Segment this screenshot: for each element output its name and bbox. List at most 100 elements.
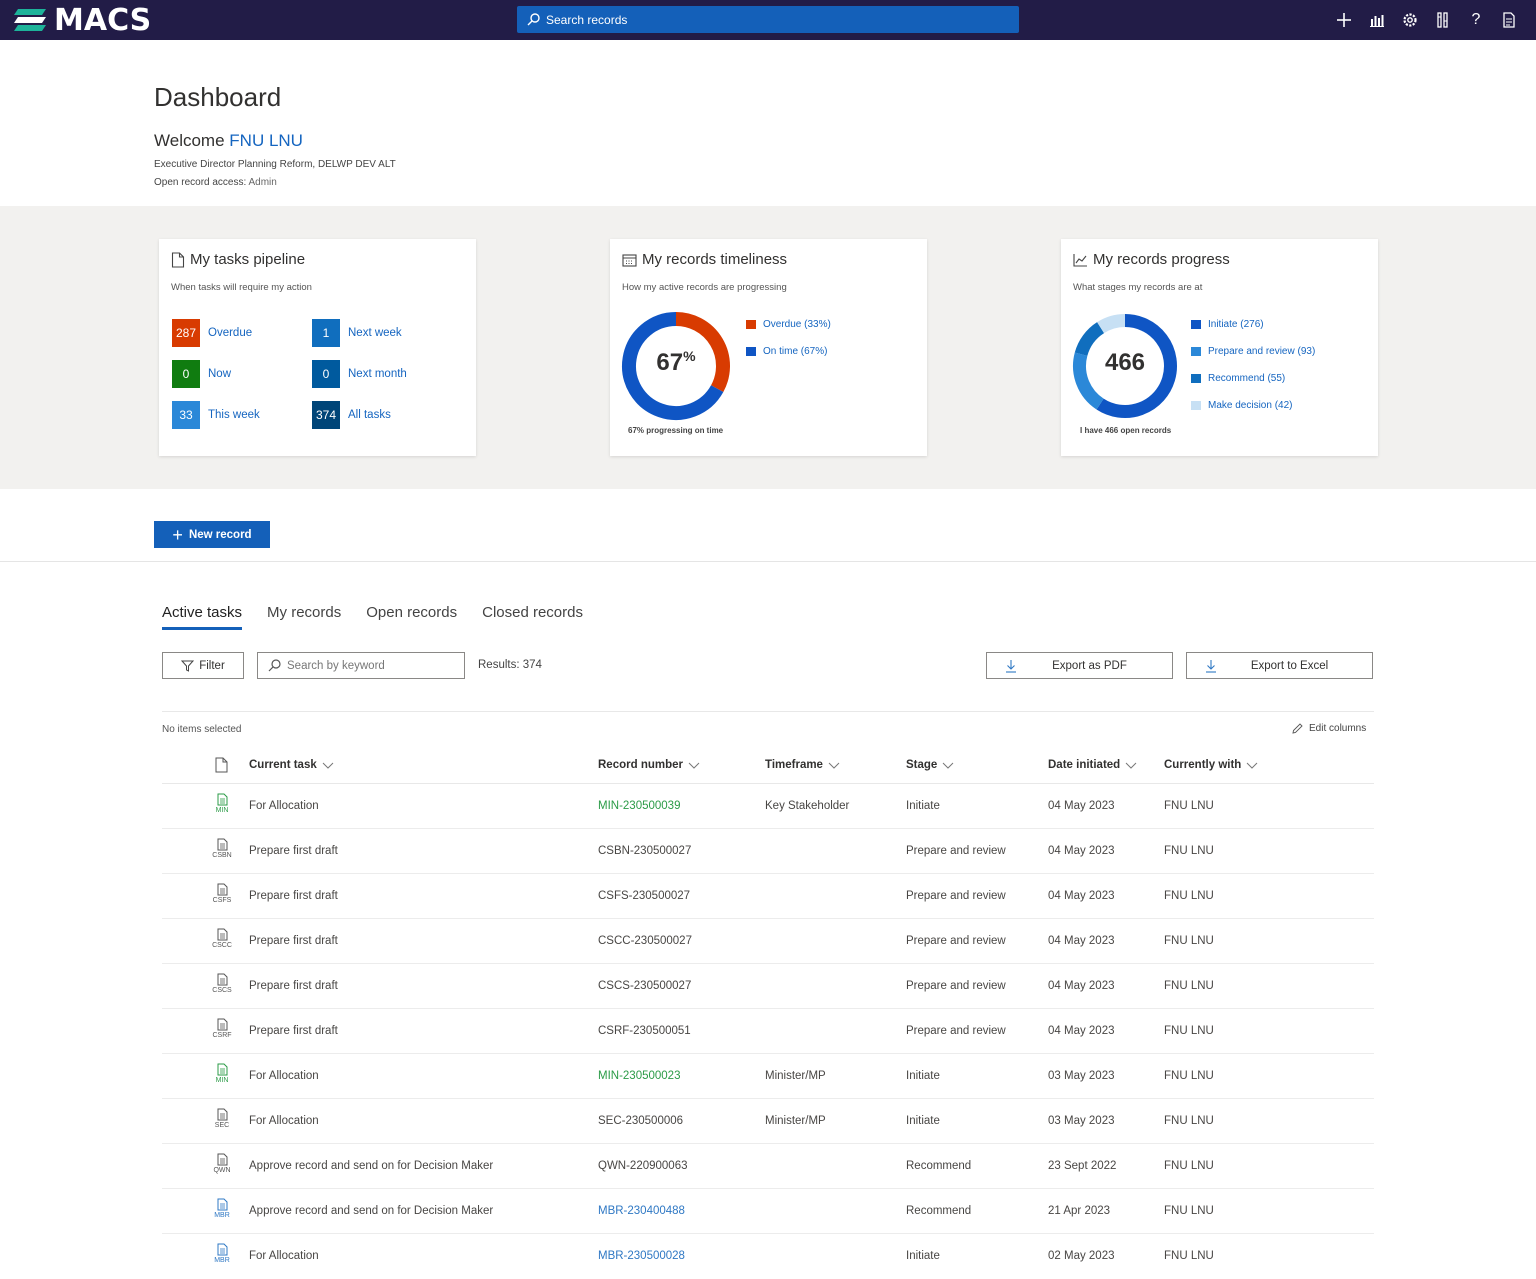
export-excel-button[interactable]: Export to Excel (1186, 652, 1373, 679)
cell-date-initiated: 23 Sept 2022 (1048, 1160, 1117, 1172)
cell-record-number[interactable]: MIN-230500023 (598, 1070, 681, 1082)
cell-record-number[interactable]: QWN-220900063 (598, 1160, 688, 1172)
cell-record-number[interactable]: CSCS-230500027 (598, 980, 692, 992)
tab-active-tasks[interactable]: Active tasks (162, 604, 243, 630)
selection-status: No items selected (162, 724, 242, 735)
cell-date-initiated: 04 May 2023 (1048, 890, 1115, 902)
record-type-icon: SEC (212, 1108, 232, 1129)
cell-stage: Recommend (906, 1160, 972, 1172)
record-type-icon: CSBN (212, 838, 232, 859)
filter-icon (181, 660, 195, 672)
tab-open-records[interactable]: Open records (366, 604, 458, 621)
pipeline-item-next-month[interactable]: 0 Next month (312, 360, 407, 388)
pipeline-item-now[interactable]: 0 Now (172, 360, 231, 388)
cell-stage: Prepare and review (906, 1025, 1006, 1037)
gear-icon[interactable] (1401, 11, 1419, 29)
pipeline-item-this-week[interactable]: 33 This week (172, 401, 260, 429)
cell-record-number[interactable]: CSCC-230500027 (598, 935, 692, 947)
pipeline-label: All tasks (348, 409, 391, 421)
column-header-stage[interactable]: Stage (906, 759, 954, 771)
table-row[interactable]: MIN For Allocation MIN-230500039 Key Sta… (162, 784, 1374, 829)
tab-closed-records[interactable]: Closed records (482, 604, 583, 621)
record-type-code: QWN (213, 1167, 231, 1174)
cell-currently-with: FNU LNU (1164, 1070, 1214, 1082)
cell-stage: Prepare and review (906, 980, 1006, 992)
column-header-current-task[interactable]: Current task (249, 759, 334, 771)
chart-icon[interactable] (1368, 11, 1386, 29)
table-row[interactable]: QWN Approve record and send on for Decis… (162, 1144, 1374, 1189)
edit-columns-label: Edit columns (1309, 723, 1367, 734)
table-row[interactable]: CSCS Prepare first draft CSCS-230500027 … (162, 964, 1374, 1009)
filter-button[interactable]: Filter (162, 652, 244, 679)
keyword-search-input[interactable]: Search by keyword (257, 652, 465, 679)
table-row[interactable]: MBR For Allocation MBR-230500028 Initiat… (162, 1234, 1374, 1279)
filter-label: Filter (199, 659, 225, 672)
legend-label: Prepare and review (93) (1208, 346, 1316, 357)
file-type-header-icon[interactable] (215, 757, 228, 776)
record-type-icon: MIN (212, 793, 232, 814)
new-record-button[interactable]: + New record (154, 521, 270, 548)
cell-record-number[interactable]: SEC-230500006 (598, 1115, 684, 1127)
table-row[interactable]: SEC For Allocation SEC-230500006 Ministe… (162, 1099, 1374, 1144)
cell-record-number[interactable]: MBR-230400488 (598, 1205, 685, 1217)
export-pdf-button[interactable]: Export as PDF (986, 652, 1173, 679)
plus-icon[interactable] (1335, 11, 1353, 29)
column-header-timeframe[interactable]: Timeframe (765, 759, 840, 771)
help-icon[interactable]: ? (1471, 11, 1481, 28)
chevron-down-icon (1125, 762, 1137, 769)
cell-currently-with: FNU LNU (1164, 1115, 1214, 1127)
pipeline-item-all-tasks[interactable]: 374 All tasks (312, 401, 391, 429)
record-type-icon: CSRF (212, 1018, 232, 1039)
column-header-date-initiated[interactable]: Date initiated (1048, 759, 1137, 771)
edit-columns-button[interactable]: Edit columns (1292, 723, 1366, 734)
progress-donut (1073, 314, 1177, 418)
cell-current-task: For Allocation (249, 1070, 319, 1082)
timeliness-subtitle: How my active records are progressing (622, 282, 787, 293)
timeliness-center-unit: % (683, 348, 696, 364)
table-row[interactable]: CSCC Prepare first draft CSCC-230500027 … (162, 919, 1374, 964)
cell-record-number[interactable]: CSFS-230500027 (598, 890, 691, 902)
search-placeholder: Search records (546, 12, 628, 27)
table-row[interactable]: MIN For Allocation MIN-230500023 Ministe… (162, 1054, 1374, 1099)
record-access: Open record access: Admin (154, 177, 277, 188)
timeliness-caption: 67% progressing on time (628, 426, 724, 435)
cell-stage: Recommend (906, 1205, 972, 1217)
tab-my-records[interactable]: My records (267, 604, 342, 621)
donut-slice-recommend (1074, 322, 1105, 357)
column-header-currently-with[interactable]: Currently with (1164, 759, 1258, 771)
access-value: Admin (248, 177, 277, 188)
timeliness-donut (622, 312, 730, 420)
logo-mark-icon (14, 9, 46, 31)
timeliness-center: 67% (621, 348, 731, 377)
table-row[interactable]: CSFS Prepare first draft CSFS-230500027 … (162, 874, 1374, 919)
column-header-record-number[interactable]: Record number (598, 759, 700, 771)
table-row[interactable]: MBR Approve record and send on for Decis… (162, 1189, 1374, 1234)
table-header: Current task Record number Timeframe Sta… (162, 749, 1374, 784)
cell-timeframe: Minister/MP (765, 1070, 826, 1082)
cell-current-task: Prepare first draft (249, 845, 338, 857)
cell-record-number[interactable]: CSBN-230500027 (598, 845, 692, 857)
app-logo[interactable]: MACS (12, 3, 151, 38)
pipeline-title: My tasks pipeline (171, 251, 305, 268)
legend-swatch (1191, 374, 1201, 383)
cell-record-number[interactable]: MIN-230500039 (598, 800, 681, 812)
legend-initiate: Initiate (276) (1191, 319, 1264, 330)
cell-current-task: Approve record and send on for Decision … (249, 1160, 494, 1172)
report-icon[interactable] (1500, 11, 1518, 29)
cell-current-task: Prepare first draft (249, 890, 338, 902)
pipeline-item-overdue[interactable]: 287 Overdue (172, 319, 252, 347)
new-record-label: New record (188, 528, 252, 541)
table-row[interactable]: CSRF Prepare first draft CSRF-230500051 … (162, 1009, 1374, 1054)
cell-current-task: For Allocation (249, 800, 319, 812)
pipeline-item-next-week[interactable]: 1 Next week (312, 319, 402, 347)
tools-icon[interactable] (1434, 11, 1452, 29)
user-name: FNU LNU (229, 131, 303, 150)
cell-record-number[interactable]: CSRF-230500051 (598, 1025, 691, 1037)
global-search-input[interactable]: Search records (517, 6, 1019, 33)
legend-prepare-review: Prepare and review (93) (1191, 346, 1315, 357)
cell-currently-with: FNU LNU (1164, 935, 1214, 947)
access-label: Open record access: (154, 177, 247, 188)
cell-record-number[interactable]: MBR-230500028 (598, 1250, 685, 1262)
table-row[interactable]: CSBN Prepare first draft CSBN-230500027 … (162, 829, 1374, 874)
column-header-label: Stage (906, 759, 938, 771)
